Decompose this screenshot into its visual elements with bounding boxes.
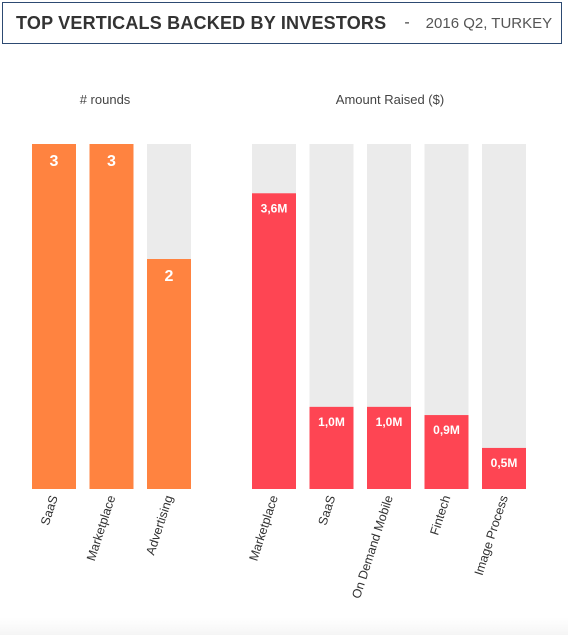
tick-label-marketplace: Marketplace (246, 494, 280, 563)
tick-label-advertising: Advertising (143, 494, 175, 557)
rounds-panel-title: # rounds (79, 92, 131, 107)
title-separator: - (404, 14, 410, 31)
bar-marketplace (89, 144, 134, 489)
bar-image-process (482, 447, 526, 489)
bar-marketplace (252, 193, 296, 490)
data-label-saas: 1,0M (318, 415, 345, 429)
tick-label-saas: SaaS (316, 494, 339, 527)
data-label-marketplace: 3 (107, 153, 116, 170)
bar-on-demand-mobile (367, 406, 411, 489)
data-label-fintech: 0,9M (433, 423, 460, 437)
bar-track-image-process (482, 144, 526, 489)
data-label-image-process: 0,5M (491, 456, 518, 470)
bar-fintech (424, 415, 469, 489)
chart-title: TOP VERTICALS BACKED BY INVESTORS (16, 12, 387, 33)
chart-header: TOP VERTICALS BACKED BY INVESTORS - 2016… (2, 2, 562, 44)
bar-saas (32, 144, 76, 489)
chart-subtitle: 2016 Q2, TURKEY (425, 14, 553, 32)
rounds-chart: 3 SaaS 3 Marketplace 2 Advertising (32, 144, 191, 563)
tick-label-marketplace: Marketplace (84, 494, 118, 563)
amount-chart: 3,6M Marketplace 1,0M SaaS 1,0M On Demand Mob… (246, 144, 526, 600)
tick-label-on-demand-mobile: On Demand Mobile (349, 494, 396, 601)
data-label-advertising: 2 (165, 268, 174, 285)
bottom-shadow (0, 617, 568, 635)
tick-label-image-process: Image Process (472, 494, 511, 578)
data-label-on-demand-mobile: 1,0M (376, 415, 403, 429)
data-label-marketplace: 3,6M (261, 201, 288, 215)
bar-advertising (147, 259, 191, 489)
amount-panel-title: Amount Raised ($) (335, 92, 445, 107)
bar-saas (309, 406, 354, 489)
data-label-saas: 3 (50, 153, 59, 170)
tick-label-saas: SaaS (38, 494, 61, 527)
tick-label-fintech: Fintech (427, 494, 453, 537)
